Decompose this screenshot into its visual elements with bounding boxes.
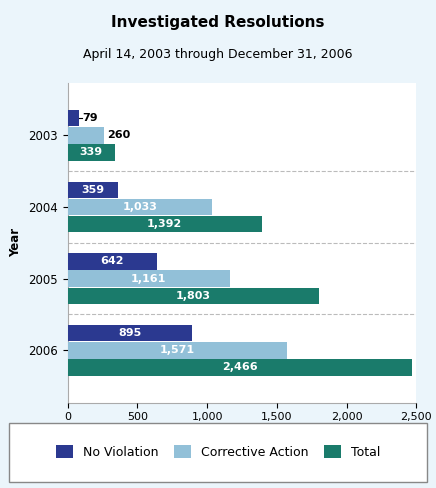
Text: 642: 642 [101,256,124,266]
Text: 260: 260 [107,130,130,140]
X-axis label: Number of Cases: Number of Cases [186,428,298,441]
Bar [68,199,212,215]
Text: 1,033: 1,033 [122,202,157,212]
Bar [68,110,78,126]
Bar [68,127,104,143]
Text: 895: 895 [119,328,142,338]
Legend: No Violation, Corrective Action, Total: No Violation, Corrective Action, Total [51,440,385,464]
Bar [68,359,412,376]
Text: Investigated Resolutions: Investigated Resolutions [111,15,325,30]
Text: 339: 339 [80,147,103,158]
Text: 2,466: 2,466 [222,363,257,372]
Bar [68,270,230,287]
Text: 1,161: 1,161 [131,274,166,284]
Text: April 14, 2003 through December 31, 2006: April 14, 2003 through December 31, 2006 [83,48,353,61]
Bar [68,216,262,232]
Text: 1,803: 1,803 [176,291,211,301]
Text: 359: 359 [81,185,104,195]
FancyBboxPatch shape [9,423,427,482]
Text: 1,571: 1,571 [160,346,195,355]
Bar [68,182,118,198]
Bar [68,144,115,161]
Bar [68,287,319,304]
Text: 79: 79 [82,113,98,123]
Bar [68,325,192,341]
Y-axis label: Year: Year [10,228,23,257]
Text: 1,392: 1,392 [147,219,182,229]
Bar [68,253,157,270]
Bar [68,342,287,359]
